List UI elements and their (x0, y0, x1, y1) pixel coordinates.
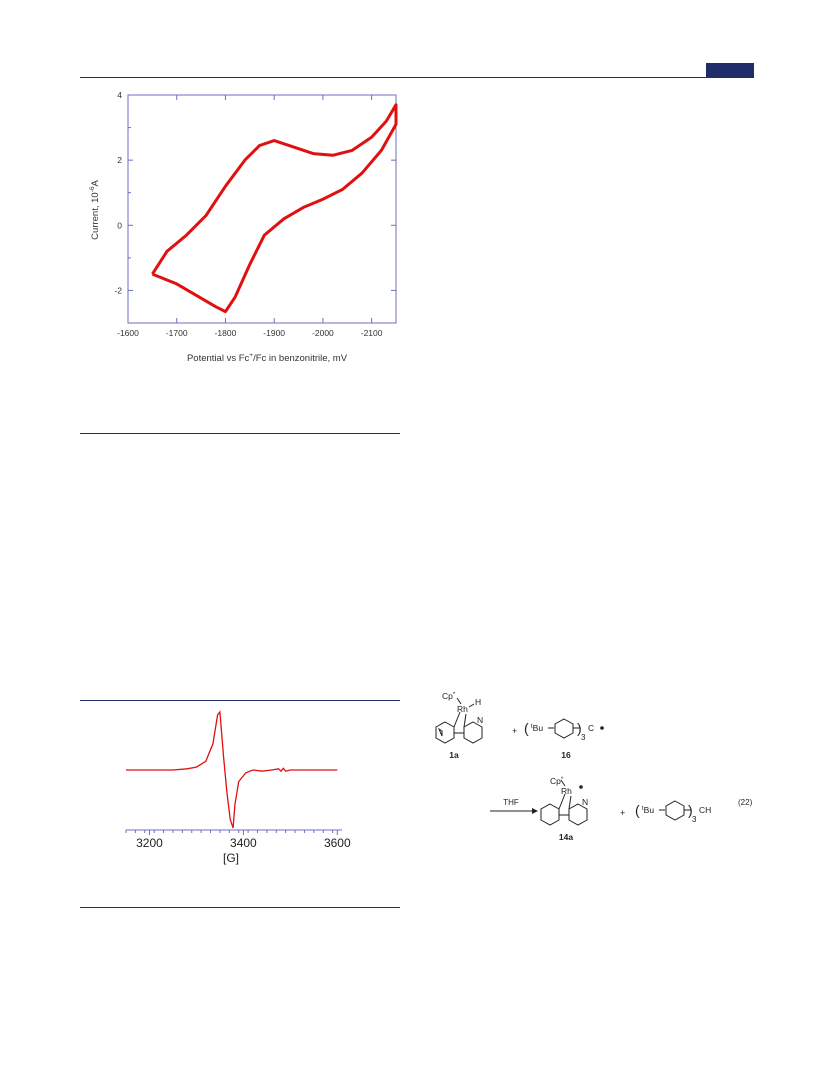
bracket-right-product2: ) (688, 802, 693, 818)
reactant-16-c: C (588, 723, 594, 733)
cv-trace (151, 103, 398, 314)
cv-y-tick-label: -2 (114, 285, 122, 295)
epr-xlabel: [G] (223, 851, 239, 865)
epr-figure: 3200 3400 3600 [G] (125, 710, 351, 865)
radical-dot-14a (579, 785, 583, 789)
bracket-left-16: ( (524, 720, 529, 736)
product2-tbu: tBu (642, 805, 654, 815)
header-tab (706, 63, 754, 77)
product2-ring (659, 800, 691, 821)
reactant-1a-cp: Cp* (442, 691, 456, 701)
arrow-label: THF (503, 798, 519, 807)
product2-sub: 3 (692, 815, 697, 824)
reactant-16-label: 16 (561, 750, 571, 760)
reactant-1a-rh: Rh (457, 704, 468, 714)
reactant-1a-structure (435, 697, 483, 744)
figure2-top-rule (80, 700, 400, 701)
cv-xlabel: Potential vs Fc+/Fc in benzonitrile, mV (187, 352, 348, 364)
product-14a-cp: Cp* (550, 776, 564, 786)
reactant-16-sub: 3 (581, 733, 586, 742)
product-14a-label: 14a (559, 832, 573, 842)
reactant-16-tbu: tBu (531, 723, 543, 733)
reactant-1a-n: N (477, 715, 483, 725)
cv-figure: -1600 -1700 -1800 -1900 -2000 -2100 4 2 0 -2 Pote… (89, 90, 398, 364)
product-14a-rh: Rh (561, 786, 572, 796)
arrow-head (532, 808, 538, 814)
reactant-1a-label: 1a (449, 750, 459, 760)
epr-x-tick-label: 3600 (324, 836, 351, 850)
cv-y-tick-label: 0 (117, 220, 122, 230)
header-rule (80, 77, 754, 78)
plus-sign-1: + (512, 726, 517, 736)
cv-x-tick-label: -1700 (166, 328, 188, 338)
epr-x-tick-label: 3200 (136, 836, 163, 850)
cv-x-tick-label: -1900 (263, 328, 285, 338)
reactant-1a-h: H (475, 697, 481, 707)
cv-plot-frame (127, 94, 397, 324)
reactant-16-ring (548, 718, 580, 739)
bracket-left-product2: ( (635, 802, 640, 818)
cv-x-tick-label: -1600 (117, 328, 139, 338)
plus-sign-2: + (620, 808, 625, 818)
figure2-bottom-rule (80, 907, 400, 908)
cv-y-tick-label: 4 (117, 90, 122, 100)
product-14a-structure (540, 779, 588, 826)
equation-number: (22) (738, 798, 753, 807)
cv-y-tick-label: 2 (117, 155, 122, 165)
radical-dot-16 (600, 726, 604, 730)
product-14a-n: N (582, 797, 588, 807)
product2-ch: CH (699, 805, 711, 815)
cv-x-tick-label: -2000 (312, 328, 334, 338)
figure1-bottom-rule (80, 433, 400, 434)
cv-x-tick-label: -2100 (361, 328, 383, 338)
epr-trace (126, 710, 338, 829)
cv-x-tick-label: -1800 (215, 328, 237, 338)
bracket-right-16: ) (577, 720, 582, 736)
reaction-scheme: Cp* Rh H N 1a + ( tBu ) 3 C 16 THF Cp* R… (435, 691, 753, 842)
epr-x-tick-label: 3400 (230, 836, 257, 850)
cv-ylabel: Current, 10-6A (89, 180, 101, 240)
